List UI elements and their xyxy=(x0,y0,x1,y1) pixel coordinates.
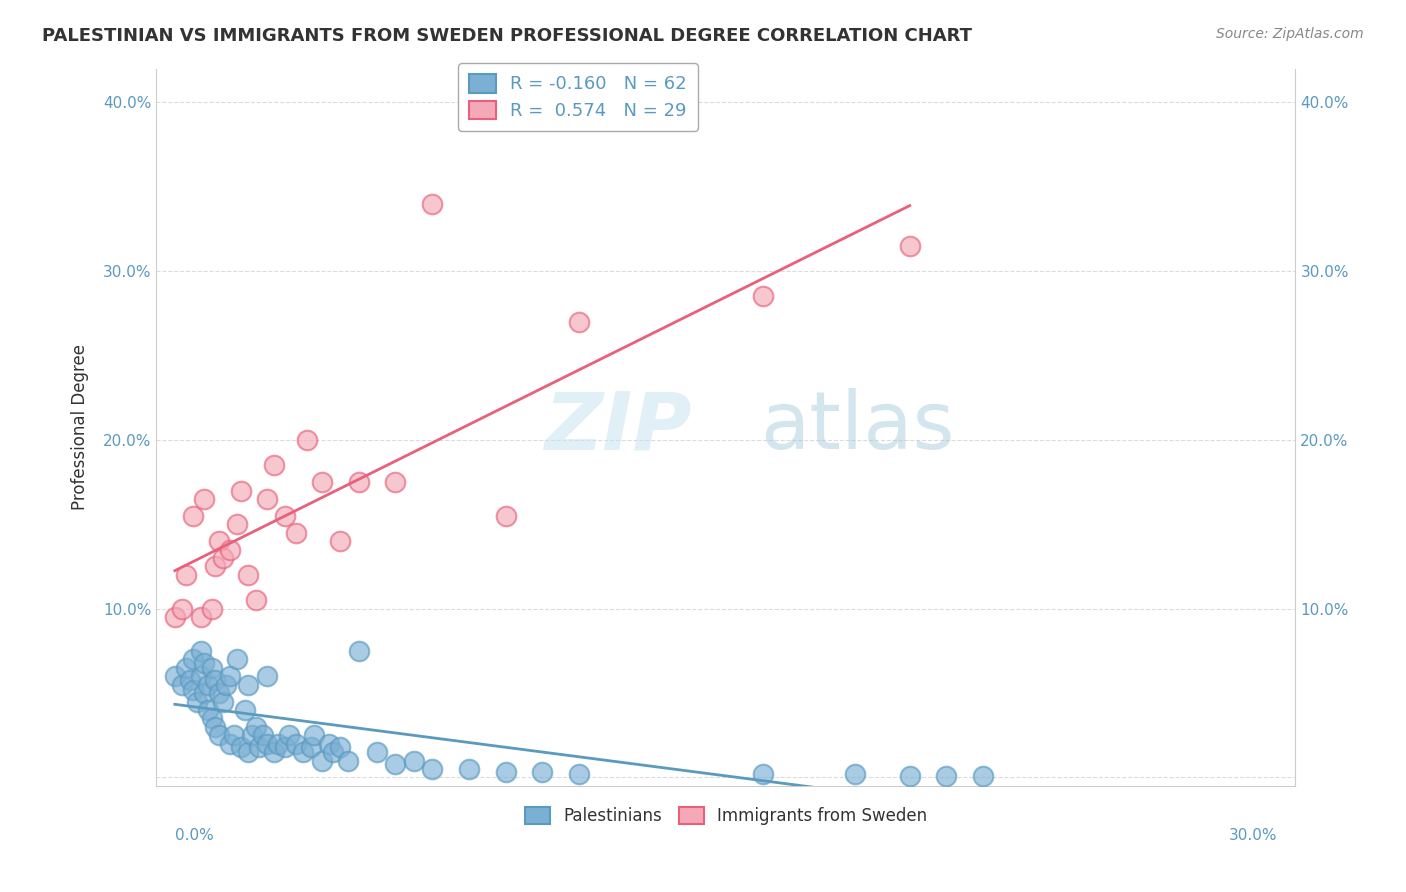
Point xyxy=(163,669,186,683)
Point xyxy=(245,720,267,734)
Point xyxy=(222,728,245,742)
Point xyxy=(844,767,866,781)
Point xyxy=(172,678,194,692)
Point xyxy=(366,745,388,759)
Point xyxy=(219,737,242,751)
Point xyxy=(898,769,921,783)
Point xyxy=(200,711,222,725)
Point xyxy=(226,652,249,666)
Text: PALESTINIAN VS IMMIGRANTS FROM SWEDEN PROFESSIONAL DEGREE CORRELATION CHART: PALESTINIAN VS IMMIGRANTS FROM SWEDEN PR… xyxy=(42,27,972,45)
Point xyxy=(219,669,242,683)
Point xyxy=(263,458,285,473)
Point xyxy=(972,769,994,783)
Point xyxy=(208,728,231,742)
Point xyxy=(256,491,278,506)
Point xyxy=(208,686,231,700)
Point xyxy=(238,745,260,759)
Point xyxy=(163,610,186,624)
Point xyxy=(211,694,233,708)
Point xyxy=(329,534,352,549)
Point xyxy=(322,745,344,759)
Point xyxy=(172,601,194,615)
Point xyxy=(285,525,308,540)
Point xyxy=(384,756,406,771)
Point xyxy=(215,678,238,692)
Point xyxy=(181,652,204,666)
Point xyxy=(256,669,278,683)
Point xyxy=(200,601,222,615)
Point xyxy=(263,745,285,759)
Point xyxy=(193,656,215,670)
Point xyxy=(336,754,359,768)
Point xyxy=(898,239,921,253)
Y-axis label: Professional Degree: Professional Degree xyxy=(72,344,89,510)
Point xyxy=(531,765,554,780)
Point xyxy=(402,754,425,768)
Point xyxy=(238,568,260,582)
Point xyxy=(935,769,957,783)
Point xyxy=(267,737,290,751)
Point xyxy=(174,661,197,675)
Point xyxy=(208,534,231,549)
Point xyxy=(197,703,219,717)
Point xyxy=(384,475,406,489)
Point xyxy=(186,694,208,708)
Point xyxy=(311,754,333,768)
Point xyxy=(285,737,308,751)
Point xyxy=(751,767,773,781)
Text: Source: ZipAtlas.com: Source: ZipAtlas.com xyxy=(1216,27,1364,41)
Text: 30.0%: 30.0% xyxy=(1229,828,1277,843)
Point xyxy=(181,682,204,697)
Point xyxy=(751,289,773,303)
Point xyxy=(347,475,370,489)
Point xyxy=(204,673,226,687)
Point xyxy=(311,475,333,489)
Point xyxy=(252,728,274,742)
Point xyxy=(190,610,212,624)
Point xyxy=(568,315,591,329)
Point xyxy=(347,644,370,658)
Point xyxy=(181,508,204,523)
Point xyxy=(299,740,322,755)
Point xyxy=(233,703,256,717)
Point xyxy=(420,762,443,776)
Point xyxy=(238,678,260,692)
Point xyxy=(229,483,252,498)
Point xyxy=(240,728,263,742)
Point xyxy=(179,673,201,687)
Point xyxy=(292,745,315,759)
Point xyxy=(226,517,249,532)
Point xyxy=(277,728,299,742)
Point xyxy=(318,737,340,751)
Point xyxy=(329,740,352,755)
Point xyxy=(495,508,517,523)
Point xyxy=(568,767,591,781)
Point xyxy=(274,508,297,523)
Point xyxy=(247,740,270,755)
Legend: Palestinians, Immigrants from Sweden: Palestinians, Immigrants from Sweden xyxy=(515,797,936,835)
Point xyxy=(190,669,212,683)
Point xyxy=(200,661,222,675)
Point xyxy=(190,644,212,658)
Point xyxy=(420,196,443,211)
Point xyxy=(197,678,219,692)
Point xyxy=(211,551,233,566)
Point xyxy=(274,740,297,755)
Point xyxy=(204,720,226,734)
Point xyxy=(304,728,326,742)
Text: 0.0%: 0.0% xyxy=(174,828,214,843)
Point xyxy=(245,593,267,607)
Point xyxy=(174,568,197,582)
Point xyxy=(295,433,318,447)
Point xyxy=(256,737,278,751)
Point xyxy=(229,740,252,755)
Point xyxy=(495,765,517,780)
Point xyxy=(219,542,242,557)
Text: ZIP: ZIP xyxy=(544,388,692,467)
Point xyxy=(193,491,215,506)
Point xyxy=(193,686,215,700)
Point xyxy=(457,762,479,776)
Point xyxy=(204,559,226,574)
Text: atlas: atlas xyxy=(761,388,955,467)
